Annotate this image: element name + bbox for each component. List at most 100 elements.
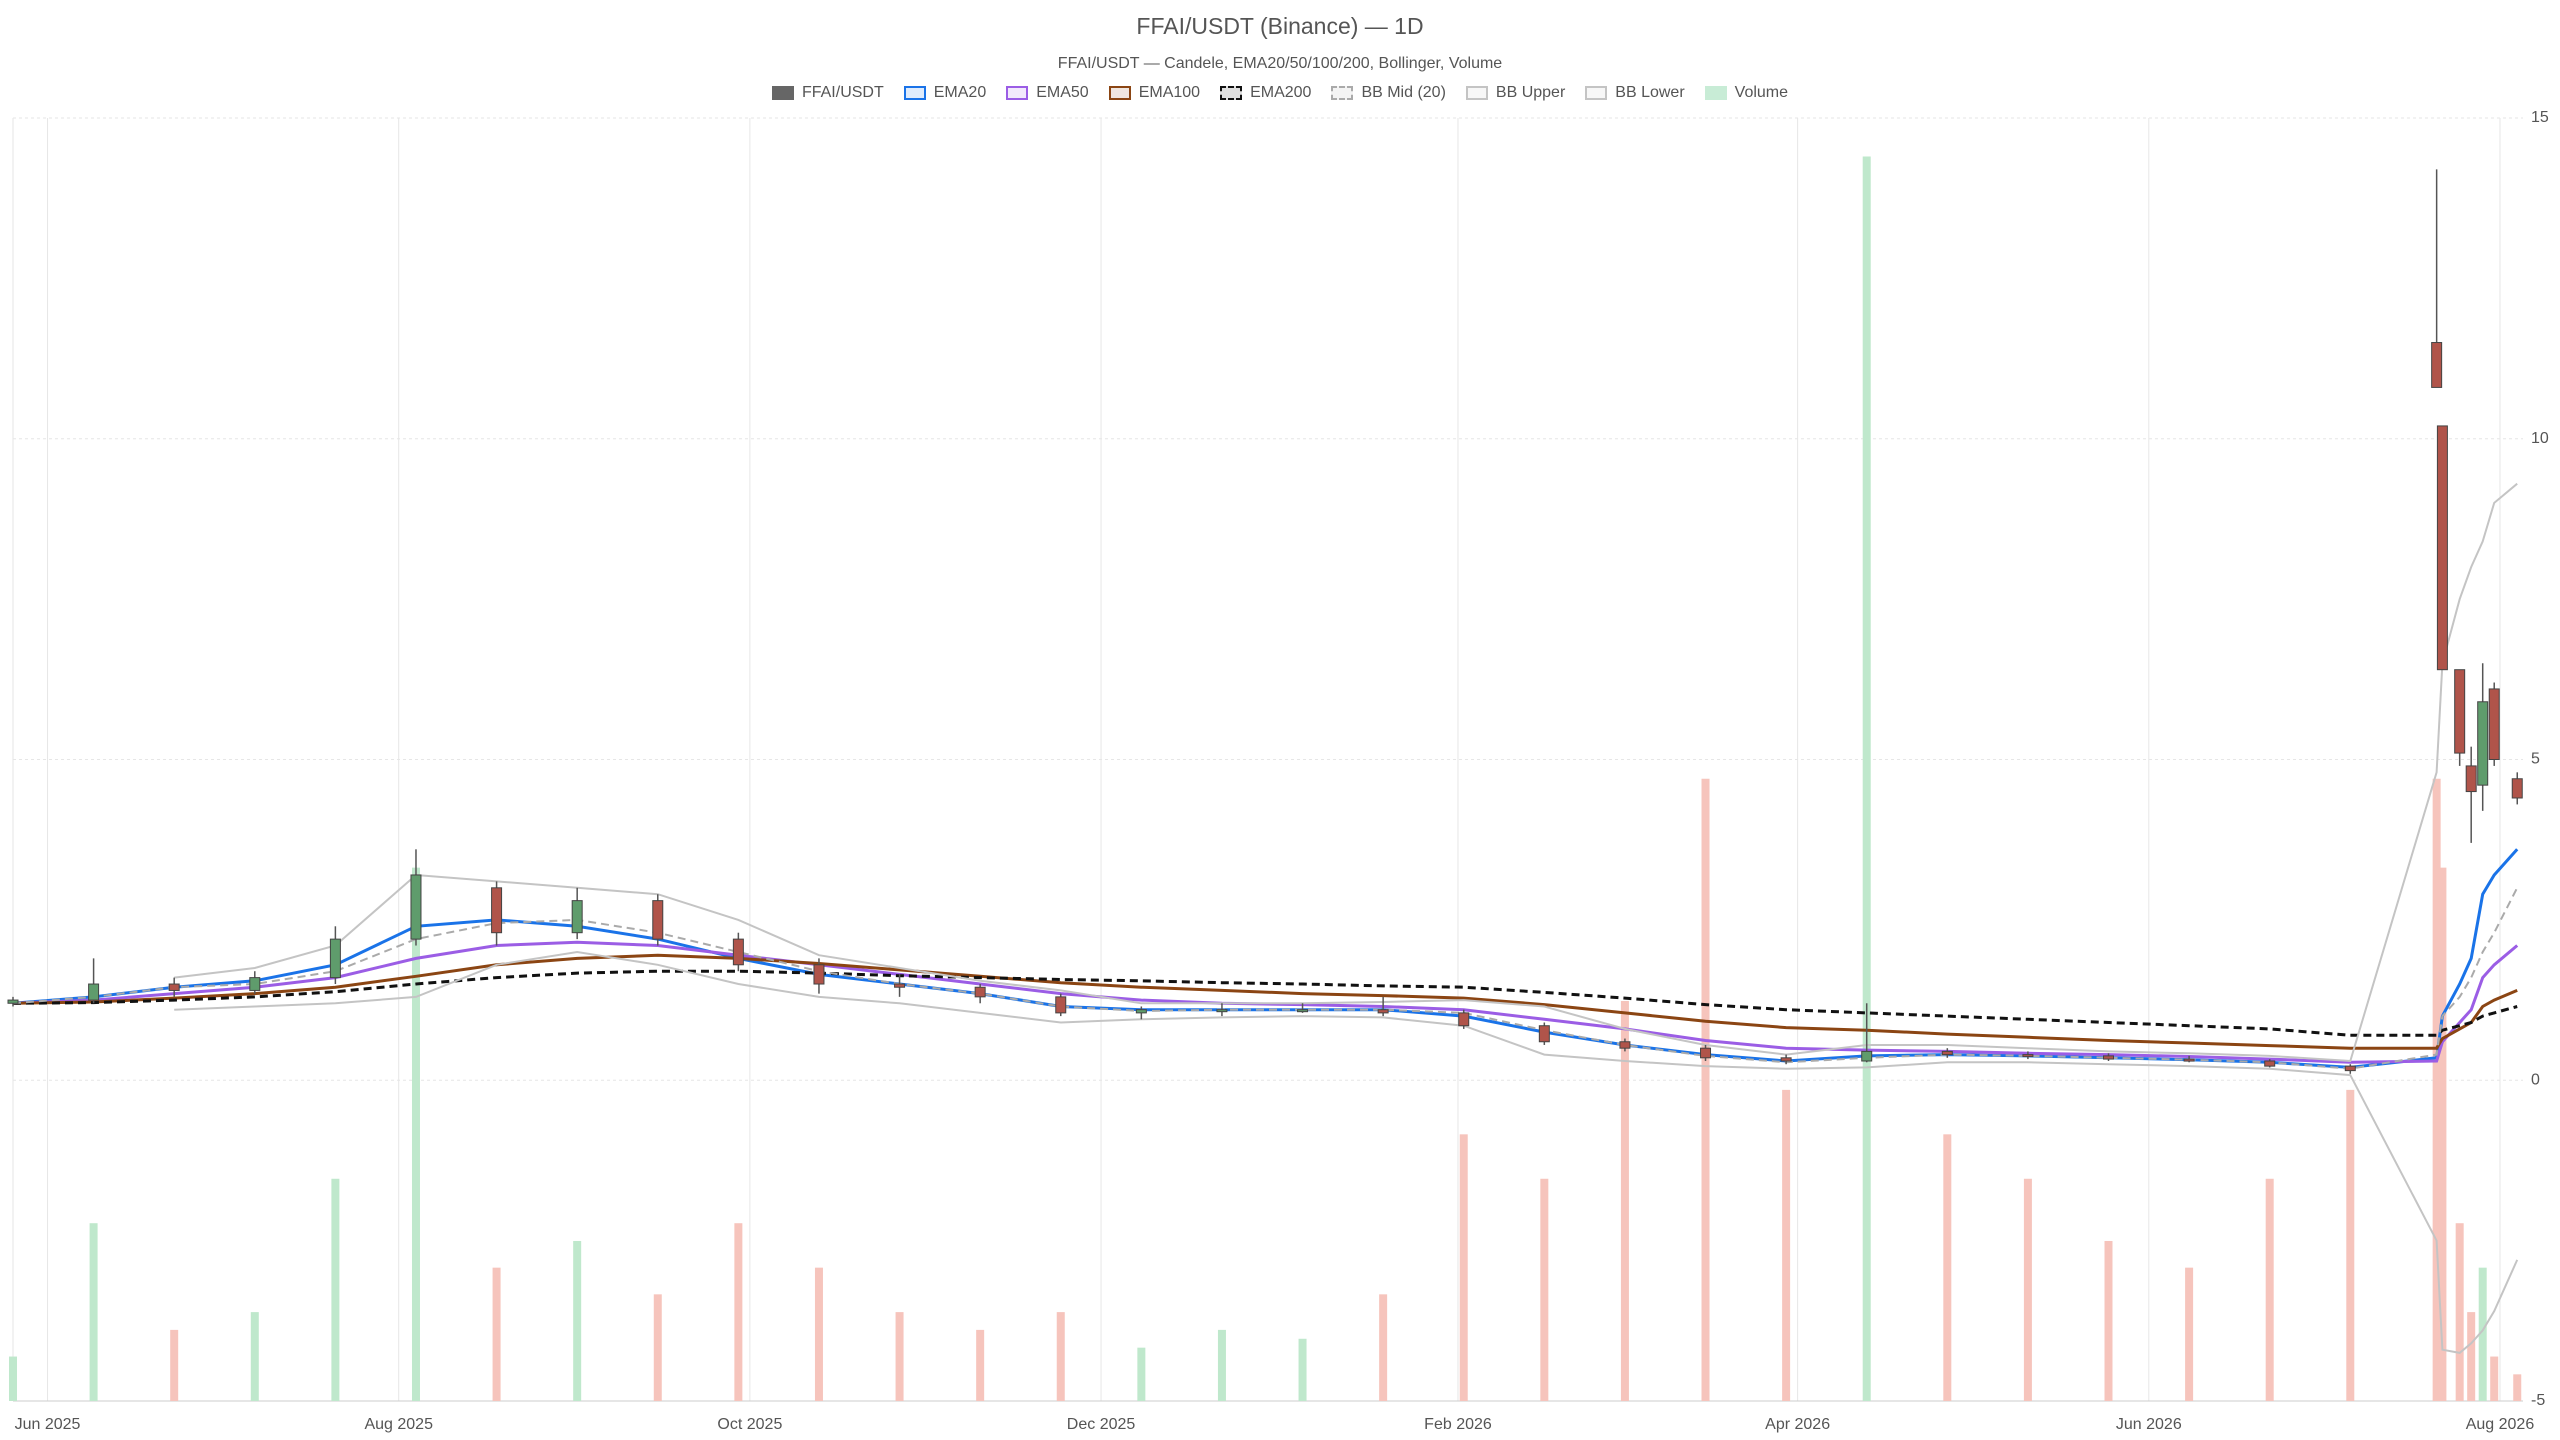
candle-body: [88, 983, 100, 1001]
volume-bar: [170, 1329, 179, 1401]
candle-body: [329, 938, 341, 979]
volume-bar: [411, 867, 420, 1401]
volume-bar: [2455, 1223, 2464, 1401]
candle-body: [249, 977, 261, 991]
candle-body: [1538, 1025, 1550, 1043]
chart-title: FFAI/USDT (Binance) — 1D: [1136, 13, 1423, 39]
volume-bar: [2478, 1267, 2487, 1401]
candle-body: [1700, 1047, 1712, 1059]
legend-swatch: [1108, 86, 1131, 100]
y-tick-label: 0: [2531, 1071, 2540, 1088]
legend-swatch: [1331, 86, 1354, 100]
legend-label: FFAI/USDT: [801, 84, 884, 101]
volume-bar: [1217, 1329, 1226, 1401]
volume-bar: [1459, 1134, 1468, 1401]
candle-body: [652, 900, 664, 940]
volume-bar: [1540, 1178, 1549, 1401]
y-tick-label: 15: [2531, 109, 2549, 126]
volume-bar: [492, 1267, 501, 1401]
x-tick-label: Oct 2025: [717, 1416, 782, 1433]
candle-body: [1216, 1009, 1228, 1013]
volume-bar: [1298, 1338, 1307, 1401]
indicator-line: [12, 953, 2518, 1050]
y-tick-label: 5: [2531, 751, 2540, 768]
legend-item[interactable]: EMA100: [1108, 84, 1200, 102]
volume-bar: [2104, 1240, 2113, 1401]
candle-body: [410, 874, 422, 940]
legend-item[interactable]: BB Lower: [1585, 84, 1685, 102]
volume-bar: [331, 1178, 340, 1401]
legend-item[interactable]: EMA20: [903, 84, 987, 102]
volume-bar: [2438, 867, 2447, 1401]
volume-bar: [2467, 1312, 2476, 1401]
candle-body: [732, 938, 744, 966]
legend-swatch: [903, 86, 926, 100]
candle-body: [1055, 996, 1067, 1014]
x-tick-label: Jun 2025: [15, 1416, 81, 1433]
candle-body: [491, 887, 503, 934]
volume-bar: [573, 1240, 582, 1401]
volume-bar: [1943, 1134, 1952, 1401]
y-tick-label: 10: [2531, 430, 2549, 447]
volume-bar: [2185, 1267, 2194, 1401]
legend-swatch: [1006, 86, 1029, 100]
legend-item[interactable]: BB Upper: [1465, 84, 1565, 102]
volume-bar: [1701, 778, 1710, 1401]
legend-label: BB Lower: [1615, 84, 1685, 101]
volume-bar: [2346, 1089, 2355, 1401]
legend-item[interactable]: BB Mid (20): [1331, 84, 1446, 102]
candle-body: [1941, 1050, 1953, 1056]
indicator-line: [174, 950, 2519, 1354]
candle-body: [1458, 1012, 1470, 1027]
y-tick-label: -5: [2531, 1392, 2545, 1409]
candle-body: [1377, 1009, 1389, 1014]
candle-body: [1780, 1057, 1792, 1062]
volume-bar: [653, 1294, 662, 1401]
legend-label: EMA50: [1036, 84, 1089, 101]
candle-body: [7, 999, 19, 1004]
candle-body: [1297, 1009, 1309, 1013]
legend-label: EMA20: [933, 84, 987, 101]
legend-swatch: [771, 86, 794, 100]
candle-body: [974, 986, 986, 998]
volume-bar: [9, 1356, 17, 1401]
legend-swatch: [1465, 86, 1488, 100]
candle-body: [2488, 688, 2500, 760]
candle-body: [1861, 1050, 1873, 1062]
volume-bar: [1620, 1000, 1629, 1401]
candle-body: [2264, 1060, 2276, 1067]
candle-body: [1135, 1009, 1147, 1014]
volume-bar: [1862, 156, 1871, 1402]
candle-body: [2183, 1058, 2195, 1062]
candle-body: [168, 983, 180, 991]
candle-body: [1619, 1041, 1631, 1049]
legend-item[interactable]: EMA200: [1220, 84, 1311, 102]
volume-bar: [734, 1223, 743, 1401]
candle-body: [2103, 1055, 2115, 1060]
volume-bar: [2265, 1178, 2274, 1401]
volume-bar: [1056, 1312, 1065, 1401]
volume-bar: [250, 1312, 259, 1401]
legend-label: Volume: [1734, 84, 1789, 101]
candle-body: [813, 964, 825, 985]
volume-bar: [1137, 1347, 1146, 1401]
indicator-line: [174, 482, 2518, 1063]
chart-subtitle: FFAI/USDT — Candele, EMA20/50/100/200, B…: [1058, 55, 1502, 72]
x-tick-label: Aug 2026: [2466, 1416, 2535, 1433]
candle-body: [2465, 765, 2477, 793]
legend: FFAI/USDT EMA20 EMA50 EMA100 EMA200 BB Mid (2…: [0, 84, 2560, 102]
x-tick-label: Dec 2025: [1067, 1416, 1136, 1433]
candle-body: [2431, 342, 2443, 388]
indicator-line: [12, 848, 2519, 1069]
indicator-line: [12, 887, 2519, 1070]
volume-bar: [814, 1267, 823, 1401]
legend-item[interactable]: EMA50: [1006, 84, 1089, 102]
legend-label: BB Mid (20): [1361, 84, 1446, 101]
volume-bar: [2490, 1356, 2499, 1401]
volume-bar: [2513, 1374, 2522, 1401]
legend-item[interactable]: Volume: [1704, 84, 1789, 102]
legend-item[interactable]: FFAI/USDT: [771, 84, 884, 102]
volume-bar: [2023, 1178, 2032, 1401]
volume-bar: [2432, 778, 2441, 1401]
